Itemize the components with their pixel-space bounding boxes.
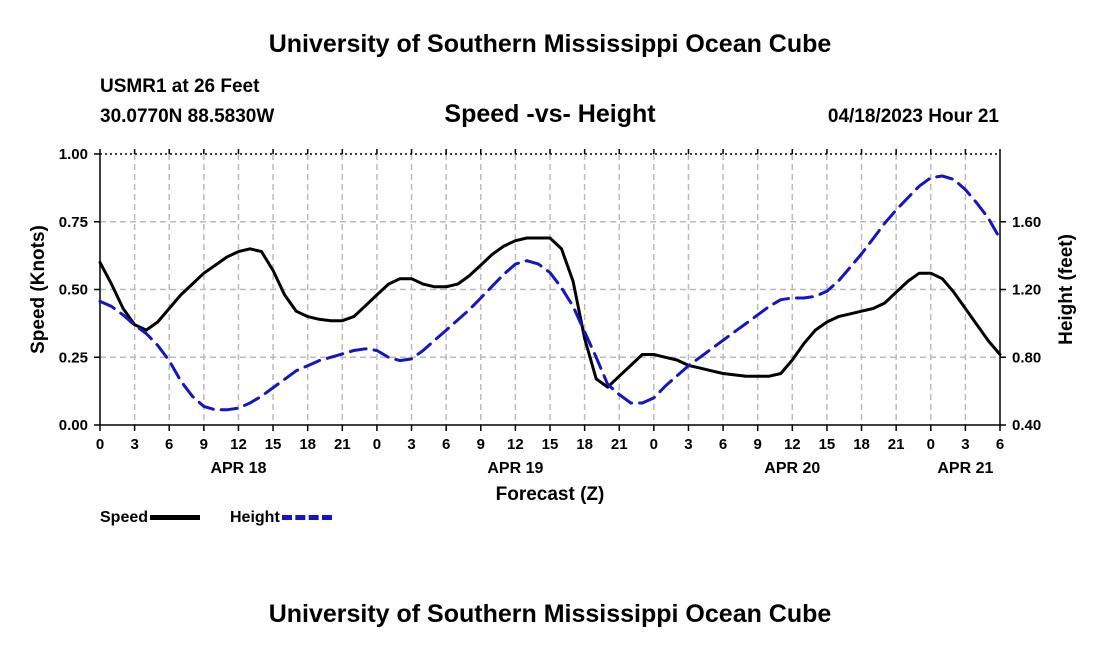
page-footer-title: University of Southern Mississippi Ocean… [268, 600, 832, 628]
x-tick-label: 12 [230, 436, 247, 453]
y2-tick-label: 0.40 [1012, 417, 1041, 434]
legend-height: Height [230, 509, 332, 527]
x-tick-label: 0 [927, 436, 935, 453]
x-tick-label: 0 [373, 436, 381, 453]
y-axis-title: Speed (Knots) [28, 225, 49, 354]
x-tick-label: 9 [754, 436, 762, 453]
x-tick-label: 0 [96, 436, 104, 453]
x-tick-label: 9 [200, 436, 208, 453]
x-tick-label: 12 [507, 436, 524, 453]
legend-speed-swatch [150, 515, 201, 521]
legend-height-label: Height [230, 509, 280, 526]
x-date-label: APR 18 [210, 460, 266, 477]
page-header-title: University of Southern Mississippi Ocean… [268, 30, 832, 58]
x-tick-label: 6 [996, 436, 1004, 453]
x-tick-label: 21 [334, 436, 351, 453]
x-tick-label: 21 [611, 436, 628, 453]
station-label: USMR1 at 26 Feet [100, 76, 260, 97]
legend-height-swatch [281, 515, 332, 521]
series-line-height [98, 174, 1002, 412]
x-axis-title: Forecast (Z) [496, 484, 605, 505]
y2-axis-title: Height (feet) [1056, 234, 1077, 345]
x-date-label: APR 20 [764, 460, 820, 477]
x-tick-label: 12 [784, 436, 801, 453]
x-tick-label: 15 [542, 436, 559, 453]
coordinates-label: 30.0770N 88.5830W [100, 106, 275, 127]
legend-speed-label: Speed [100, 509, 149, 526]
y-tick-label: 0.25 [59, 349, 88, 366]
x-tick-label: 18 [576, 436, 593, 453]
x-tick-label: 6 [719, 436, 727, 453]
timestamp-label: 04/18/2023 Hour 21 [827, 106, 999, 127]
x-tick-label: 6 [442, 436, 450, 453]
y-tick-label: 0.00 [59, 417, 88, 434]
y-tick-label: 0.50 [59, 282, 88, 299]
x-tick-label: 3 [130, 436, 138, 453]
x-tick-label: 3 [961, 436, 969, 453]
x-tick-label: 3 [407, 436, 415, 453]
y-tick-label: 1.00 [59, 146, 88, 163]
x-tick-label: 6 [165, 436, 173, 453]
x-tick-label: 15 [819, 436, 836, 453]
x-tick-label: 15 [265, 436, 282, 453]
x-tick-label: 9 [477, 436, 485, 453]
y-tick-label: 0.75 [59, 214, 88, 231]
series-line-speed [98, 236, 1002, 389]
legend-speed: Speed [100, 509, 201, 527]
y2-tick-label: 0.80 [1012, 349, 1041, 366]
y2-tick-label: 1.20 [1012, 282, 1041, 299]
x-tick-label: 18 [853, 436, 870, 453]
y2-tick-label: 1.60 [1012, 214, 1041, 231]
x-tick-label: 3 [684, 436, 692, 453]
x-tick-label: 18 [299, 436, 316, 453]
x-tick-label: 0 [650, 436, 658, 453]
chart-title: Speed -vs- Height [444, 100, 656, 128]
x-date-label: APR 21 [937, 460, 993, 477]
x-date-label: APR 19 [487, 460, 543, 477]
x-tick-label: 21 [888, 436, 905, 453]
